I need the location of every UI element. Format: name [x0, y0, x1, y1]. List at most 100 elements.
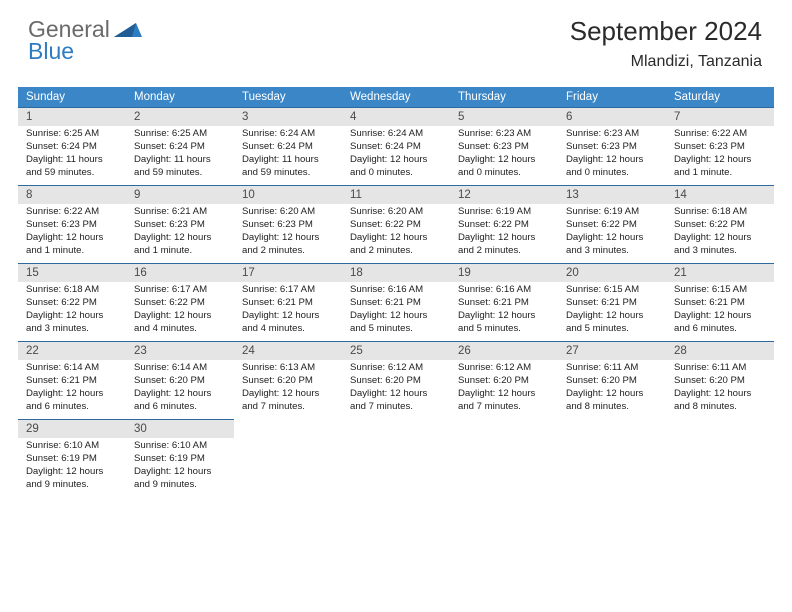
day-cell: 12Sunrise: 6:19 AMSunset: 6:22 PMDayligh…: [450, 185, 558, 263]
sunset-text: Sunset: 6:20 PM: [674, 375, 766, 388]
sunrise-text: Sunrise: 6:15 AM: [566, 284, 658, 297]
day-cell: 6Sunrise: 6:23 AMSunset: 6:23 PMDaylight…: [558, 107, 666, 185]
day-cell: 23Sunrise: 6:14 AMSunset: 6:20 PMDayligh…: [126, 341, 234, 419]
sunset-text: Sunset: 6:23 PM: [674, 141, 766, 154]
day-body: Sunrise: 6:19 AMSunset: 6:22 PMDaylight:…: [450, 204, 558, 262]
sunset-text: Sunset: 6:21 PM: [26, 375, 118, 388]
daylight-text: Daylight: 12 hours and 1 minute.: [26, 232, 118, 258]
dow-tuesday: Tuesday: [234, 87, 342, 107]
day-number: 27: [558, 341, 666, 360]
title-block: September 2024 Mlandizi, Tanzania: [570, 16, 762, 71]
day-number: 24: [234, 341, 342, 360]
day-body: Sunrise: 6:15 AMSunset: 6:21 PMDaylight:…: [666, 282, 774, 340]
day-cell: 4Sunrise: 6:24 AMSunset: 6:24 PMDaylight…: [342, 107, 450, 185]
calendar-table: Sunday Monday Tuesday Wednesday Thursday…: [18, 87, 774, 497]
sunrise-text: Sunrise: 6:11 AM: [674, 362, 766, 375]
sunset-text: Sunset: 6:19 PM: [134, 453, 226, 466]
day-cell: 2Sunrise: 6:25 AMSunset: 6:24 PMDaylight…: [126, 107, 234, 185]
sunset-text: Sunset: 6:22 PM: [350, 219, 442, 232]
day-body: Sunrise: 6:21 AMSunset: 6:23 PMDaylight:…: [126, 204, 234, 262]
day-number: 21: [666, 263, 774, 282]
sunrise-text: Sunrise: 6:16 AM: [458, 284, 550, 297]
sunrise-text: Sunrise: 6:20 AM: [350, 206, 442, 219]
day-cell: 16Sunrise: 6:17 AMSunset: 6:22 PMDayligh…: [126, 263, 234, 341]
empty-day: [558, 419, 666, 438]
day-body: Sunrise: 6:14 AMSunset: 6:20 PMDaylight:…: [126, 360, 234, 418]
sunrise-text: Sunrise: 6:10 AM: [26, 440, 118, 453]
day-number: 19: [450, 263, 558, 282]
day-number: 20: [558, 263, 666, 282]
daylight-text: Daylight: 12 hours and 3 minutes.: [26, 310, 118, 336]
day-body: Sunrise: 6:10 AMSunset: 6:19 PMDaylight:…: [18, 438, 126, 496]
sunset-text: Sunset: 6:20 PM: [458, 375, 550, 388]
day-number: 12: [450, 185, 558, 204]
day-number: 4: [342, 107, 450, 126]
daylight-text: Daylight: 12 hours and 1 minute.: [674, 154, 766, 180]
day-cell: [450, 419, 558, 497]
day-body: Sunrise: 6:18 AMSunset: 6:22 PMDaylight:…: [18, 282, 126, 340]
day-number: 3: [234, 107, 342, 126]
dow-wednesday: Wednesday: [342, 87, 450, 107]
day-number: 17: [234, 263, 342, 282]
daylight-text: Daylight: 12 hours and 9 minutes.: [134, 466, 226, 492]
day-cell: 28Sunrise: 6:11 AMSunset: 6:20 PMDayligh…: [666, 341, 774, 419]
day-number: 15: [18, 263, 126, 282]
sunrise-text: Sunrise: 6:19 AM: [458, 206, 550, 219]
sunset-text: Sunset: 6:24 PM: [134, 141, 226, 154]
sunrise-text: Sunrise: 6:14 AM: [26, 362, 118, 375]
daylight-text: Daylight: 12 hours and 4 minutes.: [134, 310, 226, 336]
day-cell: 3Sunrise: 6:24 AMSunset: 6:24 PMDaylight…: [234, 107, 342, 185]
daylight-text: Daylight: 12 hours and 2 minutes.: [458, 232, 550, 258]
week-row: 22Sunrise: 6:14 AMSunset: 6:21 PMDayligh…: [18, 341, 774, 419]
day-cell: [234, 419, 342, 497]
logo-word-blue: Blue: [28, 40, 110, 63]
logo-text: General Blue: [28, 18, 110, 63]
day-cell: 7Sunrise: 6:22 AMSunset: 6:23 PMDaylight…: [666, 107, 774, 185]
day-of-week-row: Sunday Monday Tuesday Wednesday Thursday…: [18, 87, 774, 107]
sunrise-text: Sunrise: 6:11 AM: [566, 362, 658, 375]
daylight-text: Daylight: 12 hours and 2 minutes.: [350, 232, 442, 258]
sunrise-text: Sunrise: 6:23 AM: [458, 128, 550, 141]
daylight-text: Daylight: 12 hours and 7 minutes.: [458, 388, 550, 414]
day-cell: 17Sunrise: 6:17 AMSunset: 6:21 PMDayligh…: [234, 263, 342, 341]
daylight-text: Daylight: 12 hours and 0 minutes.: [458, 154, 550, 180]
sunrise-text: Sunrise: 6:14 AM: [134, 362, 226, 375]
day-cell: 14Sunrise: 6:18 AMSunset: 6:22 PMDayligh…: [666, 185, 774, 263]
sunrise-text: Sunrise: 6:19 AM: [566, 206, 658, 219]
day-body: Sunrise: 6:19 AMSunset: 6:22 PMDaylight:…: [558, 204, 666, 262]
sunrise-text: Sunrise: 6:25 AM: [134, 128, 226, 141]
sunset-text: Sunset: 6:22 PM: [566, 219, 658, 232]
day-number: 6: [558, 107, 666, 126]
day-cell: 5Sunrise: 6:23 AMSunset: 6:23 PMDaylight…: [450, 107, 558, 185]
sunrise-text: Sunrise: 6:24 AM: [350, 128, 442, 141]
daylight-text: Daylight: 12 hours and 7 minutes.: [242, 388, 334, 414]
day-body: Sunrise: 6:22 AMSunset: 6:23 PMDaylight:…: [18, 204, 126, 262]
day-number: 2: [126, 107, 234, 126]
daylight-text: Daylight: 12 hours and 6 minutes.: [134, 388, 226, 414]
day-cell: [558, 419, 666, 497]
logo-triangle-icon: [114, 21, 142, 41]
day-number: 23: [126, 341, 234, 360]
day-number: 29: [18, 419, 126, 438]
sunset-text: Sunset: 6:21 PM: [242, 297, 334, 310]
day-number: 1: [18, 107, 126, 126]
day-cell: 20Sunrise: 6:15 AMSunset: 6:21 PMDayligh…: [558, 263, 666, 341]
sunrise-text: Sunrise: 6:24 AM: [242, 128, 334, 141]
sunset-text: Sunset: 6:23 PM: [242, 219, 334, 232]
sunset-text: Sunset: 6:23 PM: [134, 219, 226, 232]
day-body: Sunrise: 6:16 AMSunset: 6:21 PMDaylight:…: [342, 282, 450, 340]
sunrise-text: Sunrise: 6:22 AM: [674, 128, 766, 141]
empty-day: [666, 419, 774, 438]
day-number: 11: [342, 185, 450, 204]
daylight-text: Daylight: 12 hours and 5 minutes.: [350, 310, 442, 336]
daylight-text: Daylight: 12 hours and 1 minute.: [134, 232, 226, 258]
day-body: Sunrise: 6:25 AMSunset: 6:24 PMDaylight:…: [18, 126, 126, 184]
sunset-text: Sunset: 6:19 PM: [26, 453, 118, 466]
day-cell: 10Sunrise: 6:20 AMSunset: 6:23 PMDayligh…: [234, 185, 342, 263]
sunrise-text: Sunrise: 6:12 AM: [458, 362, 550, 375]
day-body: Sunrise: 6:17 AMSunset: 6:21 PMDaylight:…: [234, 282, 342, 340]
sunset-text: Sunset: 6:22 PM: [674, 219, 766, 232]
sunset-text: Sunset: 6:22 PM: [458, 219, 550, 232]
week-row: 1Sunrise: 6:25 AMSunset: 6:24 PMDaylight…: [18, 107, 774, 185]
day-number: 30: [126, 419, 234, 438]
